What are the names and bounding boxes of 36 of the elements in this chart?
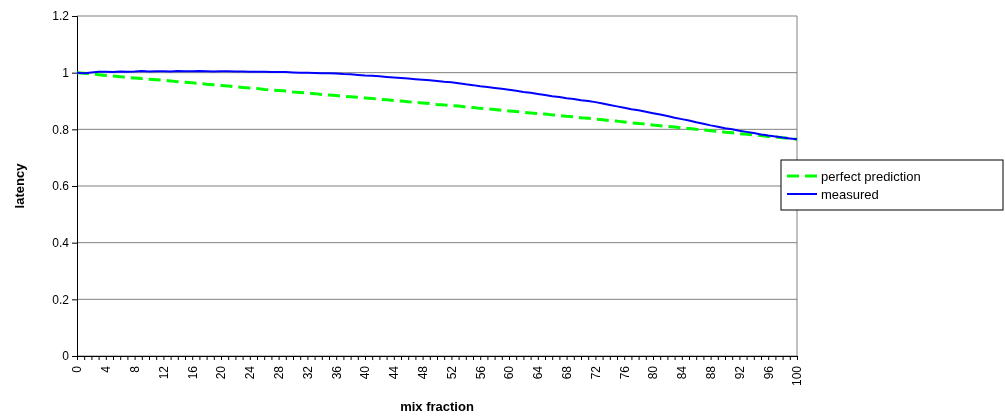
x-tick-label: 12 (156, 365, 171, 380)
x-tick-label: 16 (185, 365, 200, 380)
x-tick-label: 8 (127, 365, 142, 373)
x-tick-label: 92 (732, 365, 747, 380)
y-tick-label: 1.2 (52, 9, 70, 24)
x-tick-label: 0 (70, 365, 85, 373)
x-tick-label: 100 (790, 365, 805, 387)
legend-label: perfect prediction (821, 169, 921, 184)
x-tick-label: 48 (415, 365, 430, 380)
x-tick-label: 56 (473, 365, 488, 380)
x-tick-label: 20 (214, 365, 229, 380)
x-axis-title: mix fraction (400, 399, 474, 414)
x-tick-label: 68 (559, 365, 574, 380)
x-tick-label: 36 (329, 365, 344, 380)
x-tick-label: 32 (300, 365, 315, 380)
y-tick-label: 0.6 (52, 179, 70, 194)
x-tick-label: 76 (617, 365, 632, 380)
x-tick-label: 64 (531, 365, 546, 380)
x-tick-label: 84 (675, 365, 690, 380)
x-tick-label: 88 (703, 365, 718, 380)
x-tick-label: 40 (358, 365, 373, 380)
x-tick-label: 60 (502, 365, 517, 380)
x-tick-label: 96 (761, 365, 776, 380)
x-tick-label: 72 (588, 365, 603, 380)
y-tick-label: 0.8 (52, 122, 70, 137)
x-tick-label: 24 (243, 365, 258, 380)
y-tick-label: 0.2 (52, 292, 70, 307)
y-axis-title: latency (12, 162, 27, 209)
x-tick-label: 28 (271, 365, 286, 380)
y-tick-label: 0.4 (52, 236, 70, 251)
y-tick-label: 1 (62, 66, 70, 81)
x-tick-label: 4 (99, 365, 114, 373)
x-tick-label: 80 (646, 365, 661, 380)
x-tick-label: 52 (444, 365, 459, 380)
legend-label: measured (821, 187, 879, 202)
x-tick-label: 44 (387, 365, 402, 380)
